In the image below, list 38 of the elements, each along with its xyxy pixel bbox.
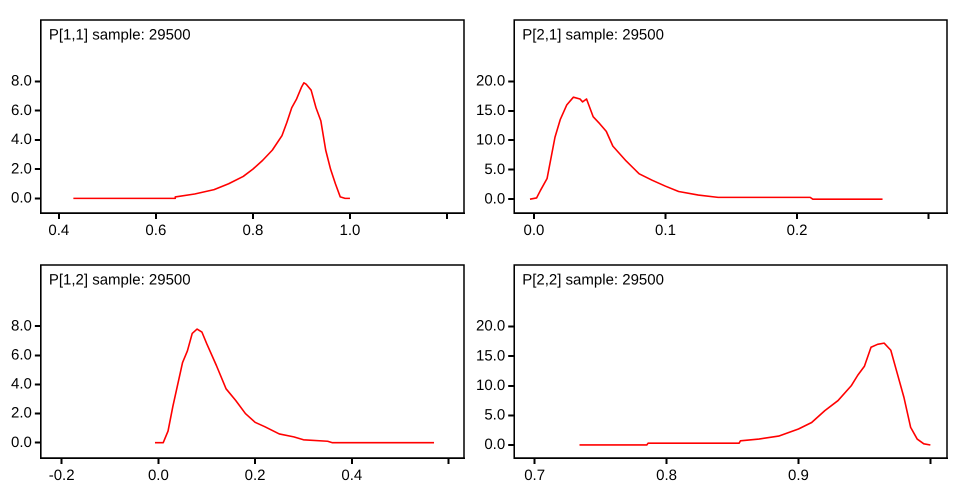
y-tick-label: 8.0	[10, 317, 32, 334]
y-tick-label: 8.0	[10, 72, 32, 90]
y-tick-label: 0.0	[484, 436, 506, 454]
y-tick-label: 0.0	[484, 190, 506, 208]
x-tick-label: -0.2	[48, 467, 75, 484]
x-tick-label: 0.4	[341, 467, 362, 484]
y-tick-label: 20.0	[476, 318, 506, 335]
y-tick-label: 5.0	[484, 406, 506, 424]
x-tick-label: 0.0	[523, 222, 544, 240]
y-tick-label: 10.0	[476, 131, 506, 148]
y-tick-label: 10.0	[476, 376, 506, 394]
x-tick-label: 0.8	[656, 467, 677, 484]
y-tick-label: 0.0	[10, 190, 32, 207]
x-tick-label: 0.8	[242, 222, 264, 240]
y-tick-label: 5.0	[484, 160, 506, 178]
y-tick-label: 15.0	[476, 102, 506, 119]
y-tick-label: 15.0	[476, 347, 506, 364]
x-tick-label: 0.0	[148, 467, 169, 484]
y-tick-label: 0.0	[10, 434, 32, 451]
x-tick-label: 1.0	[340, 222, 360, 240]
text: P[1,2] sample: 29500	[48, 272, 191, 289]
x-tick-label: 0.7	[524, 467, 546, 484]
y-tick-label: 4.0	[10, 376, 32, 393]
x-tick-label: 0.9	[788, 467, 809, 484]
x-tick-label: 0.1	[655, 222, 676, 240]
y-tick-label: 6.0	[10, 346, 32, 364]
y-tick-label: 20.0	[476, 72, 506, 90]
y-tick-label: 2.0	[10, 404, 32, 422]
x-tick-label: 0.4	[48, 222, 70, 240]
x-tick-label: 0.2	[244, 467, 266, 484]
y-tick-label: 2.0	[10, 160, 32, 178]
y-tick-label: 4.0	[10, 131, 32, 148]
x-tick-label: 0.2	[786, 222, 808, 240]
x-tick-label: 0.6	[145, 222, 166, 240]
text: P[1,1] sample: 29500	[48, 26, 191, 44]
text: P[2,2] sample: 29500	[522, 272, 664, 289]
y-tick-label: 6.0	[10, 102, 32, 119]
chart-title: P[2,1] sample: 29500	[522, 26, 664, 44]
